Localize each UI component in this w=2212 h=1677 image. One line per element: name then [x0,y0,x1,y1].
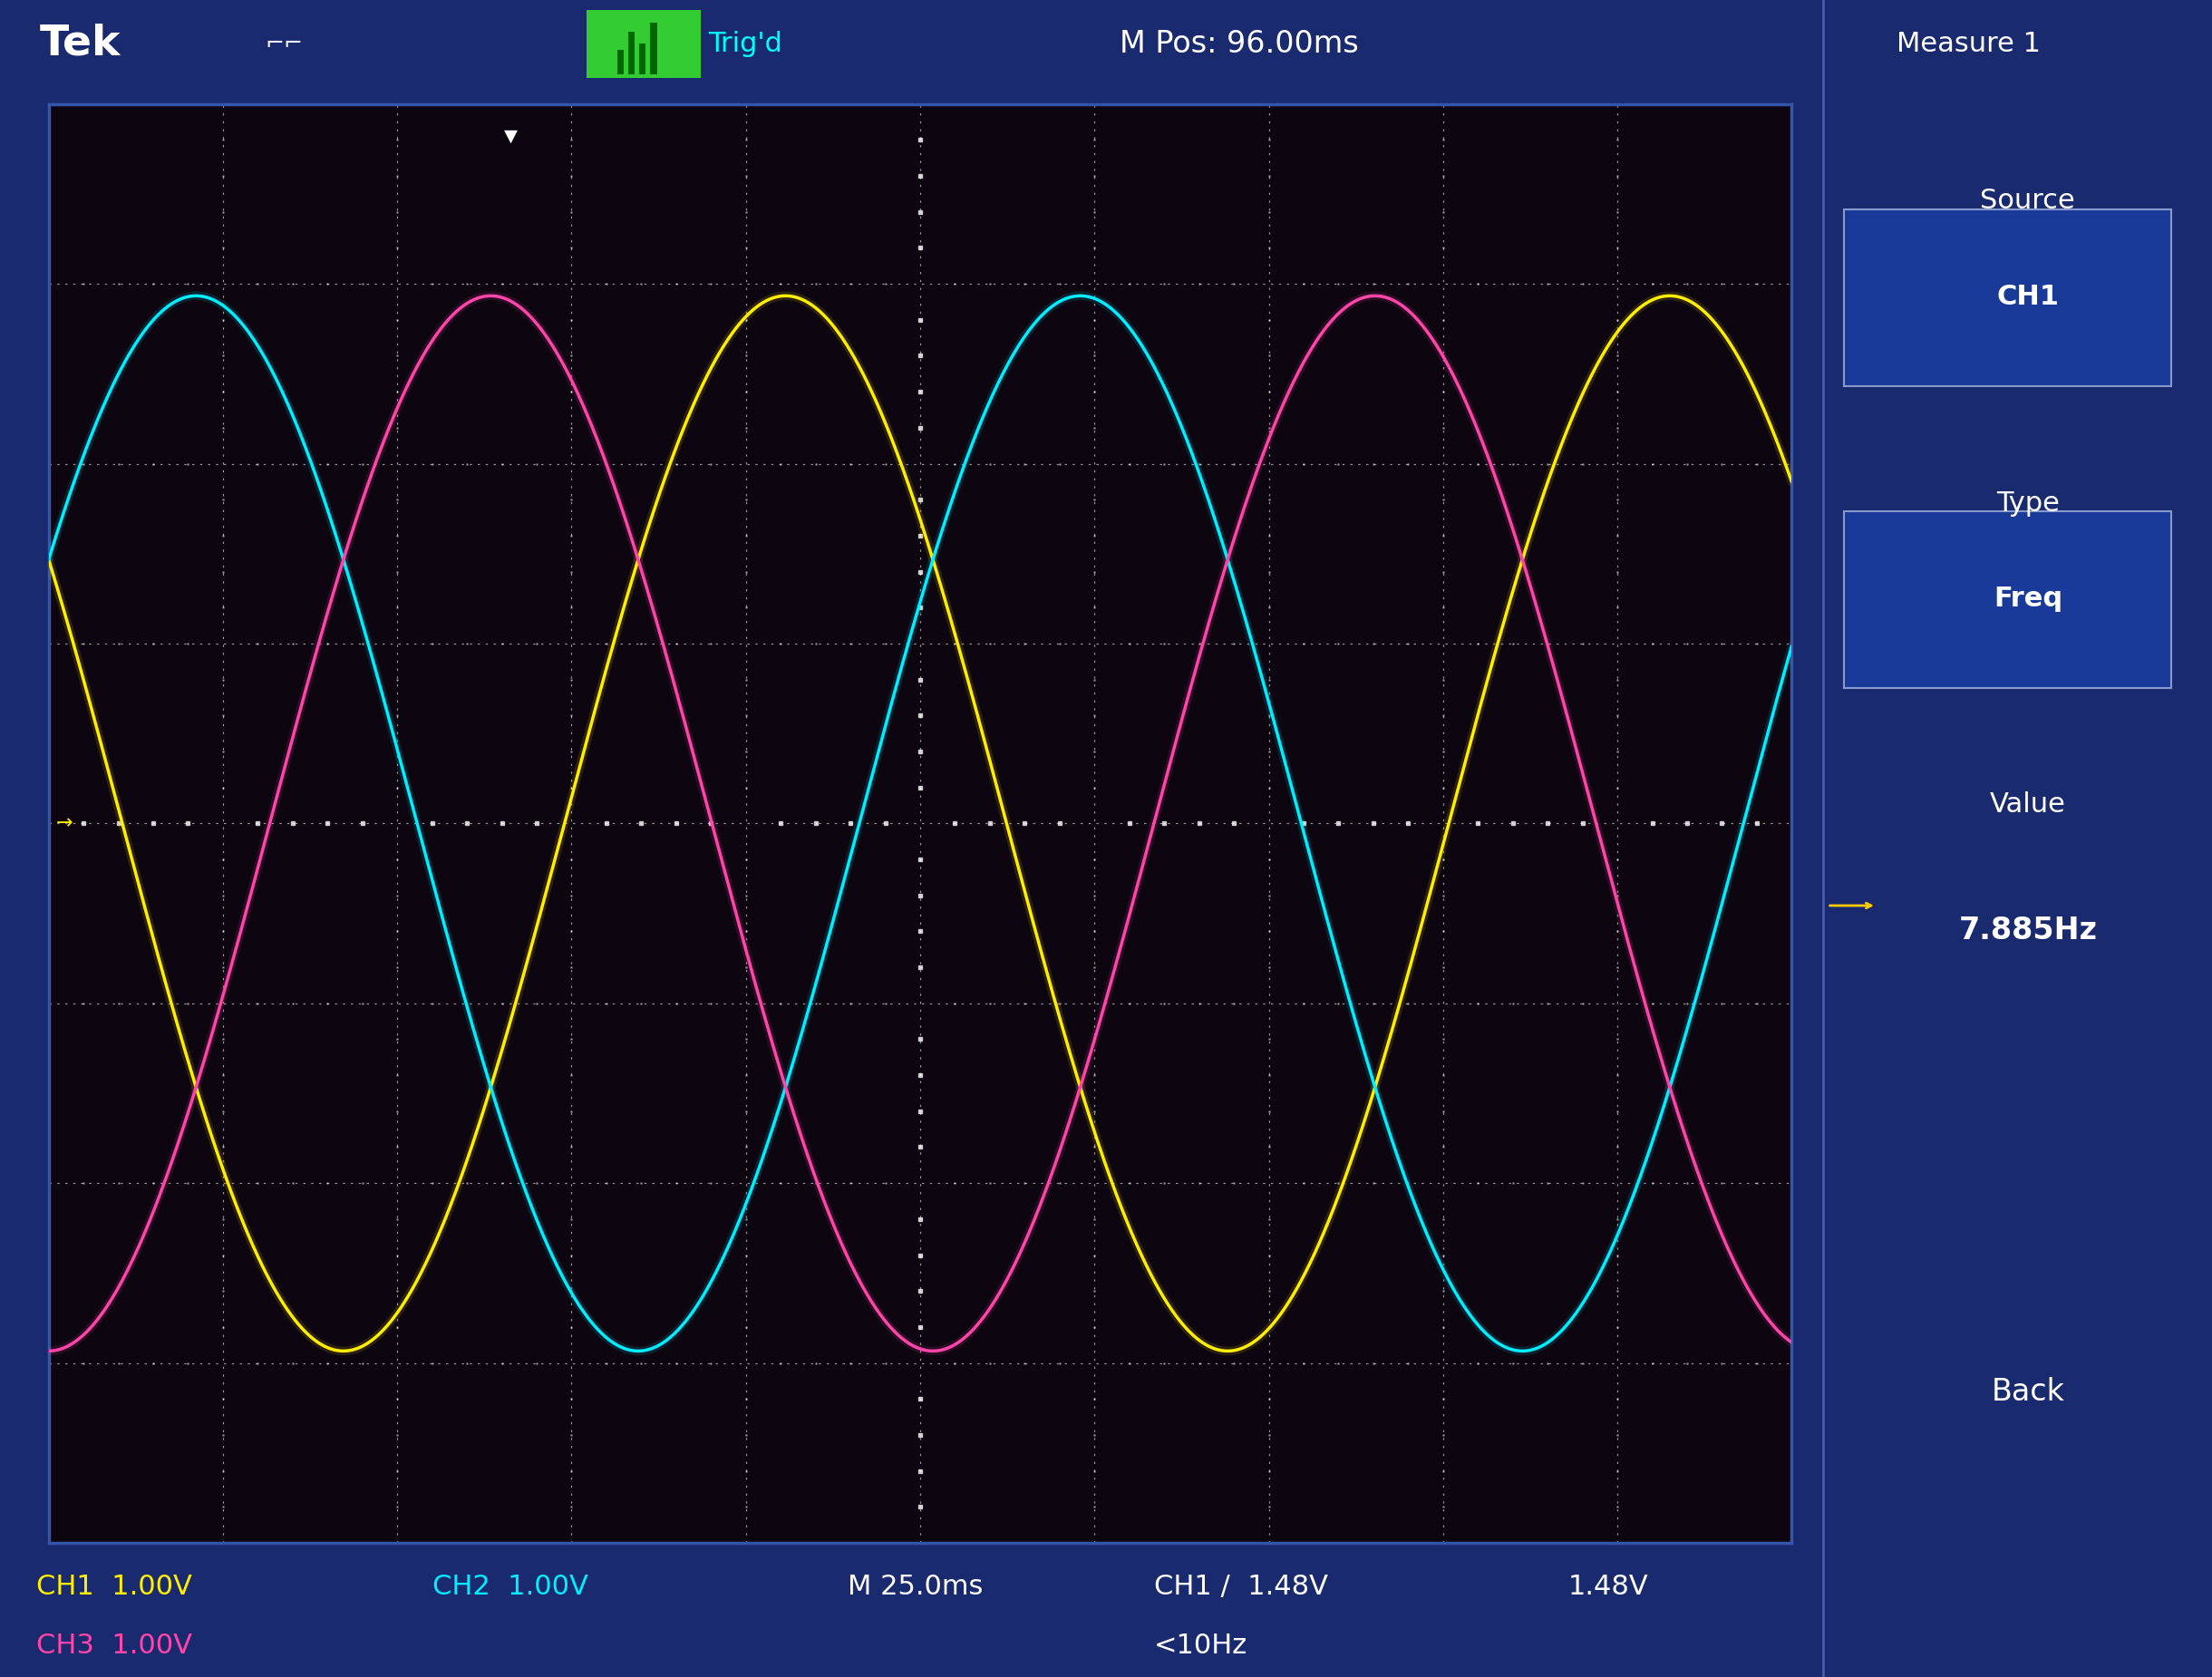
Text: CH2  1.00V: CH2 1.00V [434,1573,588,1600]
Text: 1.48V: 1.48V [1568,1573,1648,1600]
Bar [650,22,657,74]
Text: Value: Value [1991,792,2066,818]
FancyBboxPatch shape [1845,210,2172,386]
Bar [628,32,635,74]
Text: ⌐⌐: ⌐⌐ [265,34,303,54]
Text: Back: Back [1991,1377,2064,1407]
Text: Freq: Freq [1993,585,2062,612]
Text: M Pos: 96.00ms: M Pos: 96.00ms [1119,29,1358,59]
Text: →: → [55,815,73,832]
Text: M 25.0ms: M 25.0ms [847,1573,982,1600]
Text: Trig'd: Trig'd [708,30,783,57]
Text: Source: Source [1980,188,2075,215]
Text: <10Hz: <10Hz [1155,1632,1248,1659]
Text: CH1  1.00V: CH1 1.00V [35,1573,192,1600]
Bar [639,44,646,74]
Text: Tek: Tek [40,23,122,64]
Text: ▼: ▼ [504,127,518,146]
FancyBboxPatch shape [586,10,701,77]
FancyBboxPatch shape [1845,511,2172,688]
Text: Measure 1: Measure 1 [1896,30,2042,57]
Text: CH3  1.00V: CH3 1.00V [35,1632,192,1659]
Text: 7.885Hz: 7.885Hz [1958,916,2097,946]
Bar [617,50,624,74]
Text: Type: Type [1995,490,2059,517]
Text: CH1: CH1 [1997,283,2059,310]
Text: CH1 /  1.48V: CH1 / 1.48V [1155,1573,1327,1600]
